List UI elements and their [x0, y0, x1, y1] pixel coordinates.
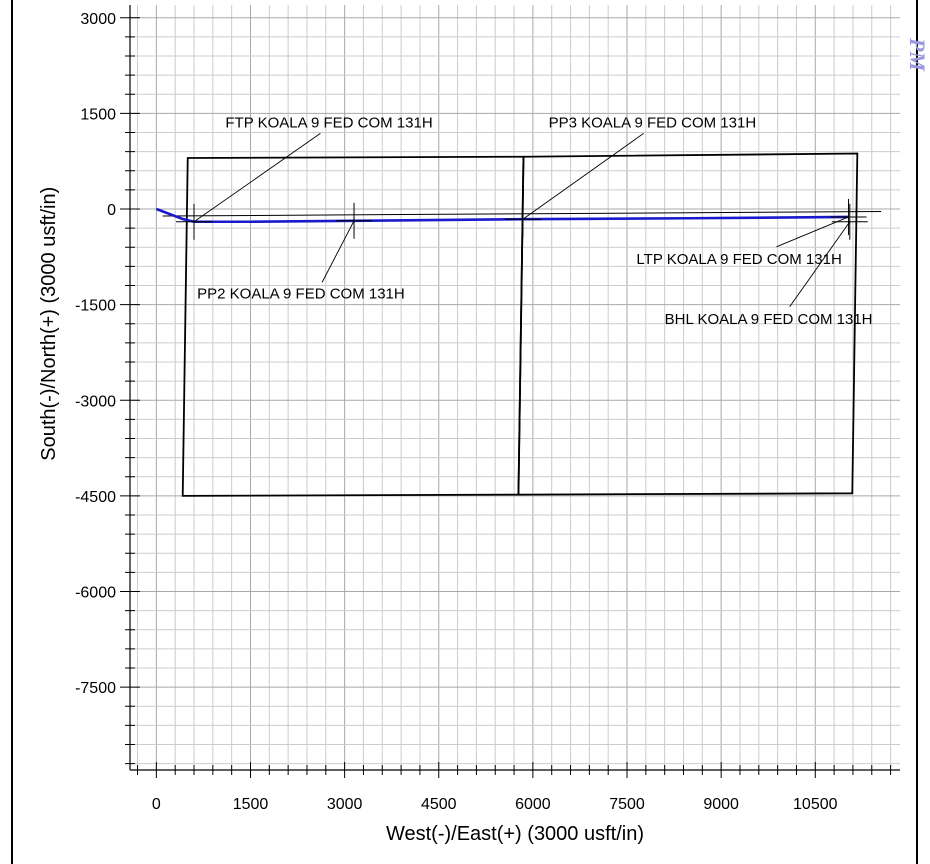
x-tick-label: 4500	[421, 796, 457, 813]
x-tick-label: 0	[152, 796, 161, 813]
y-tick-label: -4500	[75, 489, 116, 506]
lease-outlines	[162, 152, 882, 497]
y-tick-label: 0	[107, 202, 116, 219]
annotation-label: PP3 KOALA 9 FED COM 131H	[549, 114, 757, 131]
annotation-label: LTP KOALA 9 FED COM 131H	[636, 251, 841, 268]
x-tick-label: 3000	[327, 796, 363, 813]
y-tick-label: 1500	[80, 106, 116, 123]
annotation-label: BHL KOALA 9 FED COM 131H	[665, 311, 873, 328]
annotation-label: FTP KOALA 9 FED COM 131H	[225, 114, 432, 131]
wellpath-layer	[155, 207, 849, 224]
x-tick-label: 1500	[233, 796, 269, 813]
stamp-fragment: PM	[905, 37, 930, 72]
y-tick-label: -7500	[75, 680, 116, 697]
grid	[130, 5, 900, 770]
annotation-leader	[321, 220, 355, 283]
y-tick-label: -1500	[75, 298, 116, 315]
frame	[11, 0, 918, 864]
x-tick-label: 6000	[515, 796, 551, 813]
x-tick-label: 10500	[793, 796, 838, 813]
y-tick-label: 3000	[80, 11, 116, 28]
y-tick-label: -3000	[75, 393, 116, 410]
lease-outline-1	[181, 155, 525, 497]
wellpath-line	[155, 207, 849, 224]
annotations: FTP KOALA 9 FED COM 131H PP2 KOALA 9 FED …	[176, 114, 873, 328]
y-axis-title: South(-)/North(+) (3000 usft/in)	[38, 187, 60, 461]
reference-line	[162, 211, 882, 217]
axes	[120, 5, 900, 778]
tick-labels: 0 1500 3000 4500 6000 7500 9000 10500 3000 1500 0 -…	[75, 11, 838, 813]
annotation-label: PP2 KOALA 9 FED COM 131H	[197, 285, 405, 302]
y-tick-label: -6000	[75, 585, 116, 602]
annotation-leader	[193, 133, 321, 223]
x-axis-title: West(-)/East(+) (3000 usft/in)	[386, 823, 644, 845]
x-tick-label: 7500	[609, 796, 645, 813]
annotation-leader	[789, 221, 851, 308]
annotation-leader	[522, 133, 644, 220]
lease-outline-2	[517, 152, 859, 496]
x-tick-label: 9000	[703, 796, 739, 813]
